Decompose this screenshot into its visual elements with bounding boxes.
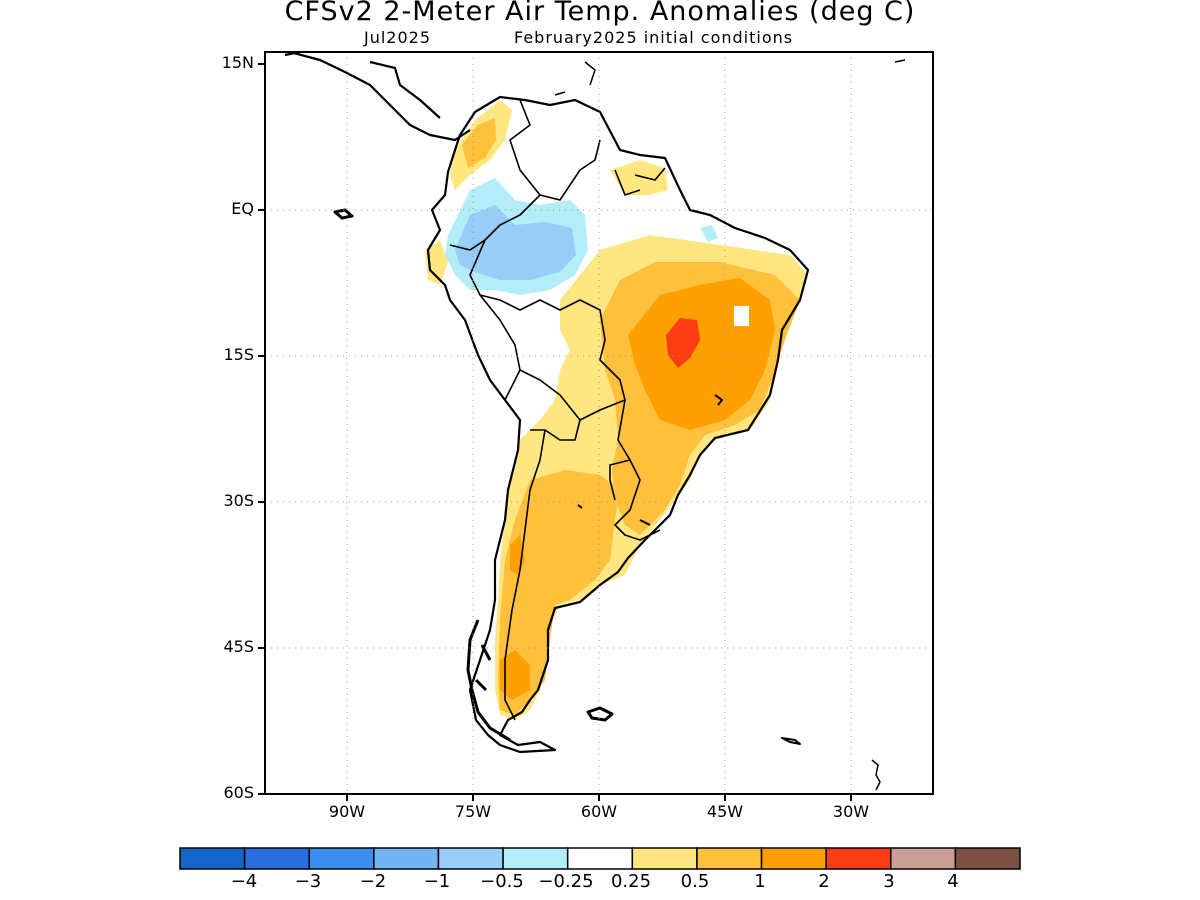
colorbar-swatch [437,847,504,870]
coastline-falklands [586,706,614,722]
country-borders [449,99,666,721]
lat-label-eq: EQ [231,199,254,218]
lat-label-15n: 15N [221,53,254,72]
lon-label-30w: 30W [832,802,870,821]
coastline-south-georgia [781,737,801,745]
colorbar-label: −4 [230,871,258,892]
lon-label-45w: 45W [706,802,744,821]
colorbar-label: 4 [947,871,959,892]
colorbar-swatch [566,847,634,870]
colorbar-label: 0.25 [610,871,652,892]
colorbar-swatch [825,847,892,870]
lon-label-60w: 60W [580,802,618,821]
coastline-south-america [426,95,810,754]
colorbar-swatch [696,847,763,870]
coastline-lakes [577,394,723,526]
colorbar-label: 0.5 [680,871,710,892]
colorbar-label: 3 [883,871,895,892]
colorbar-label: −3 [294,871,322,892]
anomaly-light-yellow-westcoast [425,240,448,285]
coastlines [284,52,906,791]
coastline-chiloe-fjords [466,619,511,742]
chart-title: CFSv2 2-Meter Air Temp. Anomalies (deg C… [284,0,916,27]
colorbar-label: 2 [818,871,830,892]
map-gridlines [265,52,933,794]
anomaly-medium-blue [455,205,576,280]
colorbar-swatch [243,847,310,870]
colorbar-swatch [631,847,698,870]
coastline-caribbean [554,59,906,96]
anomaly-light-yellow-guiana [610,160,668,195]
lat-label-60s: 60S [223,783,254,802]
colorbar-swatch [373,847,440,870]
colorbar-label: −0.5 [480,871,524,892]
colorbar [179,847,1021,870]
coastline-central-america [284,52,471,142]
lon-label-90w: 90W [328,802,366,821]
colorbar-swatch [308,847,375,870]
colorbar-label: −2 [359,871,387,892]
anomaly-orange-patagonia [500,650,530,700]
forecast-month: Jul2025 [364,28,432,47]
colorbar-swatch [502,847,569,870]
lat-label-45s: 45S [223,637,254,656]
lon-label-75w: 75W [454,802,492,821]
colorbar-label: 1 [754,871,766,892]
colorbar-swatch [760,847,827,870]
lat-label-30s: 30S [223,491,254,510]
initial-conditions: February2025 initial conditions [514,28,794,47]
colorbar-swatch [179,847,246,870]
anomaly-yellow-orange-andes [462,118,496,168]
coastline-sandwich [871,759,881,791]
coastline-galapagos [333,208,354,220]
lat-label-15s: 15S [223,345,254,364]
colorbar-label: −0.25 [538,871,594,892]
colorbar-swatch [890,847,957,870]
missing-data-box [734,306,749,326]
colorbar-label: −1 [423,871,451,892]
axis-ticks [258,63,852,801]
colorbar-swatch [954,847,1021,870]
anomaly-light-blue-amapa [700,225,718,242]
anomaly-field [425,100,808,720]
anomaly-yellow-orange-south [498,470,620,715]
anomaly-red-center [666,318,700,368]
